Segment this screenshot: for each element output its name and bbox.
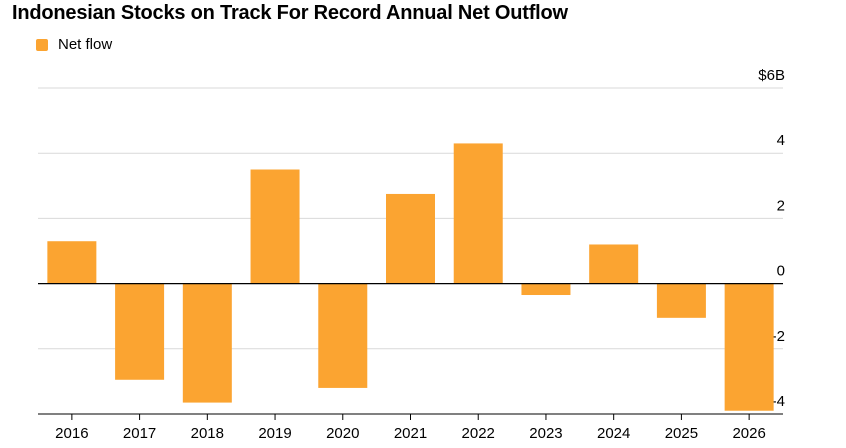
bar xyxy=(589,244,639,284)
x-tick-label: 2017 xyxy=(123,425,156,442)
y-tick-label: $6B xyxy=(758,67,785,84)
x-tick-label: 2022 xyxy=(462,425,495,442)
chart-title: Indonesian Stocks on Track For Record An… xyxy=(12,2,568,24)
bar xyxy=(521,283,571,296)
x-tick-label: 2019 xyxy=(258,425,291,442)
y-tick-label: 0 xyxy=(777,263,785,280)
bar xyxy=(115,283,165,380)
y-tick-label: -2 xyxy=(772,328,785,345)
bar xyxy=(250,169,300,284)
bar xyxy=(386,193,435,284)
bar xyxy=(724,283,774,411)
bar xyxy=(453,143,503,284)
legend: Net flow xyxy=(36,36,112,53)
bar xyxy=(47,241,97,284)
y-tick-label: 2 xyxy=(777,197,785,214)
bar xyxy=(656,283,706,318)
x-tick-label: 2024 xyxy=(597,425,630,442)
x-tick-label: 2018 xyxy=(191,425,224,442)
x-tick-label: 2025 xyxy=(665,425,698,442)
x-tick-label: 2020 xyxy=(326,425,359,442)
x-tick-label: 2023 xyxy=(529,425,562,442)
legend-swatch xyxy=(36,38,48,51)
bar xyxy=(182,283,232,403)
legend-label: Net flow xyxy=(58,36,113,53)
x-tick-label: 2026 xyxy=(732,425,765,442)
x-tick-label: 2021 xyxy=(394,425,427,442)
x-tick-label: 2016 xyxy=(55,425,88,442)
y-tick-label: -4 xyxy=(772,393,785,410)
y-tick-label: 4 xyxy=(777,132,785,149)
bar xyxy=(318,283,368,388)
